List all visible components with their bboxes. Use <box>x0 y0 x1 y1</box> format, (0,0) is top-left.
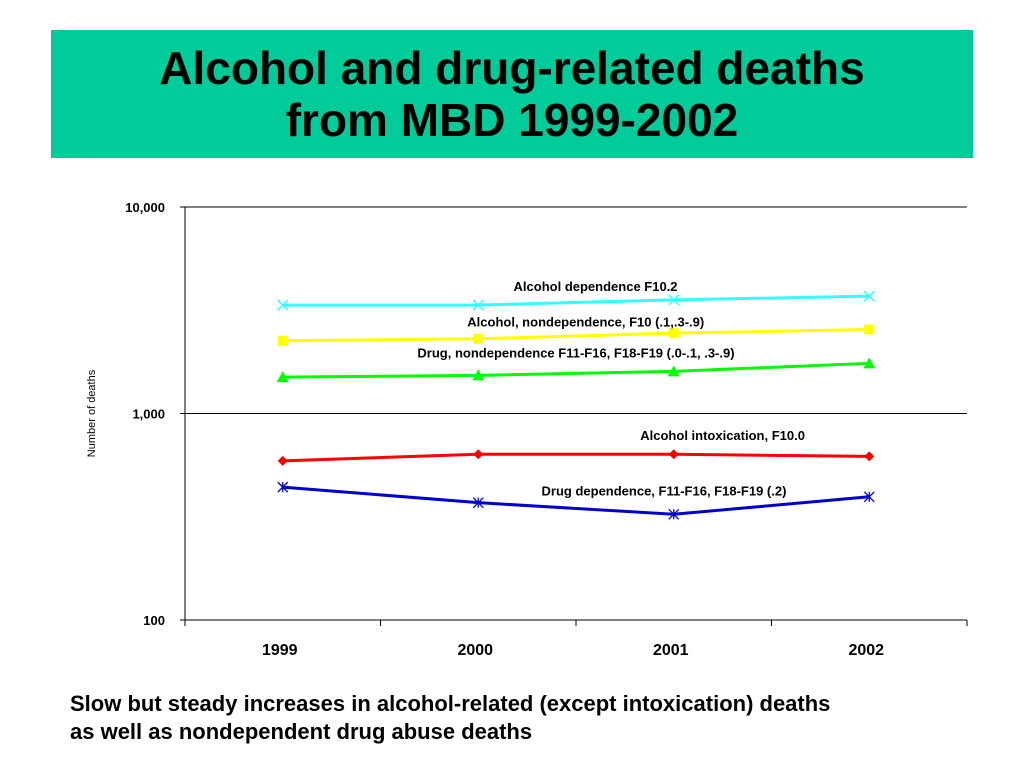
data-point <box>277 455 288 466</box>
y-tick-label: 1,000 <box>132 407 165 422</box>
slide-title-line-1: Alcohol and drug-related deaths <box>159 42 865 94</box>
series-line-4 <box>282 452 870 463</box>
data-point <box>864 324 875 335</box>
slide-title-line-2: from MBD 1999-2002 <box>285 94 739 146</box>
x-tick-label: 1999 <box>262 642 298 659</box>
data-point <box>668 328 679 339</box>
line-chart: 100 1,000 10,000 1999 2000 2001 2002 Number of … <box>86 200 968 659</box>
series-label: Alcohol dependence F10.2 <box>514 279 678 294</box>
series-label: Drug, nondependence F11-F16, F18-F19 (.0… <box>417 345 734 360</box>
caption: Slow but steady increases in alcohol-rel… <box>70 690 990 746</box>
series-line-2 <box>282 328 870 343</box>
series-line-3 <box>282 361 870 379</box>
data-point <box>277 335 288 346</box>
data-point <box>668 294 680 306</box>
x-tick-label: 2001 <box>653 642 689 659</box>
data-point <box>863 357 876 369</box>
data-point <box>277 481 289 493</box>
data-point <box>863 290 875 302</box>
data-point <box>472 497 484 509</box>
data-point <box>472 299 484 311</box>
series-label: Alcohol intoxication, F10.0 <box>640 428 805 443</box>
series-label: Alcohol, nondependence, F10 (.1,.3-.9) <box>467 315 704 330</box>
series-label: Drug dependence, F11-F16, F18-F19 (.2) <box>542 484 787 499</box>
data-point <box>667 365 680 377</box>
series-line-5 <box>282 485 870 516</box>
data-point <box>864 451 875 462</box>
data-point <box>668 449 679 460</box>
data-point <box>277 299 289 311</box>
data-point <box>668 508 680 520</box>
title-banner: Alcohol and drug-related deaths from MBD… <box>51 30 973 158</box>
x-tick-label: 2002 <box>848 642 884 659</box>
series-line-1 <box>282 294 870 307</box>
data-point <box>863 491 875 503</box>
caption-line-2: as well as nondependent drug abuse death… <box>70 719 533 744</box>
data-point <box>473 333 484 344</box>
data-point <box>473 449 484 460</box>
data-point <box>276 371 289 383</box>
y-axis-label: Number of deaths <box>86 369 98 457</box>
y-tick-label: 10,000 <box>125 200 165 215</box>
x-tick-label: 2000 <box>457 642 493 659</box>
data-point <box>472 369 485 381</box>
y-tick-label: 100 <box>143 613 165 628</box>
caption-line-1: Slow but steady increases in alcohol-rel… <box>70 691 831 716</box>
